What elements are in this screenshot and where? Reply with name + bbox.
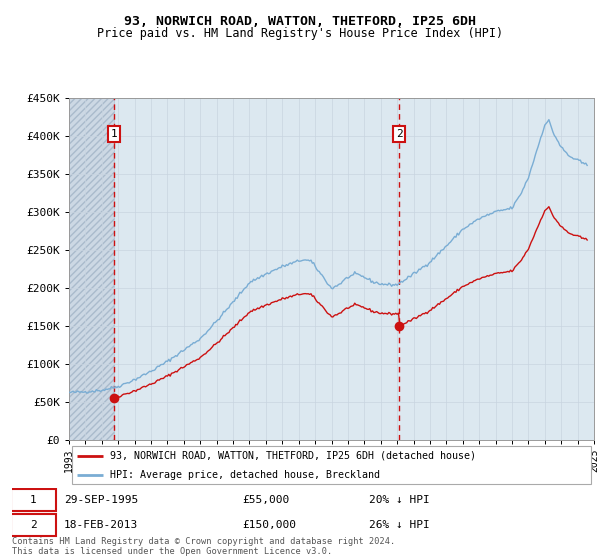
Text: 2: 2: [396, 129, 403, 139]
Text: 20% ↓ HPI: 20% ↓ HPI: [369, 495, 430, 505]
Text: 2: 2: [30, 520, 37, 530]
Text: 93, NORWICH ROAD, WATTON, THETFORD, IP25 6DH (detached house): 93, NORWICH ROAD, WATTON, THETFORD, IP25…: [110, 451, 476, 461]
FancyBboxPatch shape: [11, 514, 56, 535]
Text: £55,000: £55,000: [242, 495, 290, 505]
Text: 26% ↓ HPI: 26% ↓ HPI: [369, 520, 430, 530]
Text: Price paid vs. HM Land Registry's House Price Index (HPI): Price paid vs. HM Land Registry's House …: [97, 27, 503, 40]
Text: £150,000: £150,000: [242, 520, 296, 530]
Bar: [69, 98, 114, 440]
Text: 1: 1: [30, 495, 37, 505]
Text: Contains HM Land Registry data © Crown copyright and database right 2024.
This d: Contains HM Land Registry data © Crown c…: [12, 536, 395, 556]
Text: 29-SEP-1995: 29-SEP-1995: [64, 495, 138, 505]
Text: 93, NORWICH ROAD, WATTON, THETFORD, IP25 6DH: 93, NORWICH ROAD, WATTON, THETFORD, IP25…: [124, 15, 476, 28]
Text: 1: 1: [111, 129, 118, 139]
FancyBboxPatch shape: [71, 446, 592, 484]
Text: HPI: Average price, detached house, Breckland: HPI: Average price, detached house, Brec…: [110, 470, 380, 480]
FancyBboxPatch shape: [11, 489, 56, 511]
Text: 18-FEB-2013: 18-FEB-2013: [64, 520, 138, 530]
